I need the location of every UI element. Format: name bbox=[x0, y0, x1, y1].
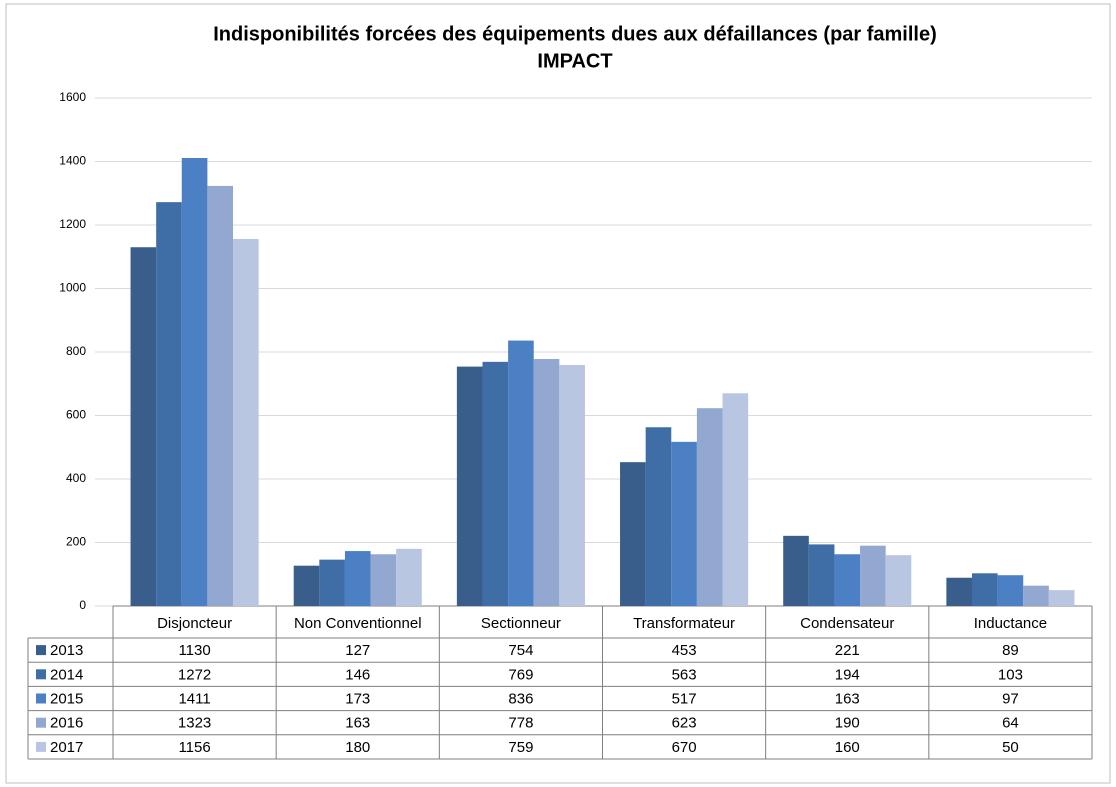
table-value: 1130 bbox=[178, 642, 210, 659]
bar bbox=[482, 361, 509, 606]
bar bbox=[620, 462, 646, 606]
y-tick-label: 400 bbox=[66, 471, 86, 485]
table-value: 221 bbox=[835, 642, 860, 659]
y-tick-label: 1400 bbox=[59, 154, 86, 168]
bar bbox=[808, 544, 835, 606]
bar bbox=[456, 366, 483, 606]
table-value: 759 bbox=[508, 739, 533, 756]
table-value: 1272 bbox=[178, 666, 211, 683]
y-tick-label: 1000 bbox=[59, 281, 86, 295]
table-value: 163 bbox=[345, 715, 370, 732]
legend-label: 2014 bbox=[50, 666, 83, 683]
table-value: 64 bbox=[1002, 715, 1019, 732]
bar bbox=[997, 575, 1024, 606]
table-value: 1156 bbox=[178, 739, 210, 756]
y-tick-label: 0 bbox=[79, 598, 86, 612]
table-value: 103 bbox=[998, 666, 1023, 683]
bar bbox=[696, 408, 723, 606]
x-tick-label: Non Conventionnel bbox=[294, 615, 422, 632]
bar bbox=[207, 185, 234, 606]
bar bbox=[834, 554, 861, 606]
table-value: 836 bbox=[508, 690, 533, 707]
table-value: 623 bbox=[672, 715, 697, 732]
y-tick-label: 800 bbox=[66, 344, 86, 358]
bar bbox=[508, 340, 534, 606]
table-value: 563 bbox=[672, 666, 697, 683]
legend-swatch bbox=[36, 669, 46, 680]
table-value: 180 bbox=[345, 739, 370, 756]
table-value: 1411 bbox=[178, 690, 210, 707]
bar bbox=[1048, 590, 1075, 606]
bar bbox=[344, 551, 371, 606]
x-tick-label: Sectionneur bbox=[481, 615, 561, 632]
x-tick-label: Inductance bbox=[974, 615, 1047, 632]
table-value: 453 bbox=[672, 642, 697, 659]
table-value: 769 bbox=[508, 666, 533, 683]
legend-label: 2017 bbox=[50, 739, 83, 756]
legend-swatch bbox=[36, 645, 46, 656]
bar bbox=[533, 358, 560, 606]
table-value: 194 bbox=[835, 666, 860, 683]
bar bbox=[946, 577, 972, 606]
bar bbox=[293, 565, 320, 606]
table-value: 754 bbox=[508, 642, 533, 659]
bar bbox=[233, 238, 259, 606]
bar bbox=[1023, 585, 1049, 606]
bar bbox=[783, 535, 809, 606]
table-value: 160 bbox=[835, 739, 860, 756]
bar bbox=[671, 441, 697, 606]
table-value: 97 bbox=[1002, 690, 1019, 707]
table-value: 127 bbox=[345, 642, 370, 659]
table-value: 190 bbox=[835, 715, 860, 732]
y-tick-label: 600 bbox=[66, 408, 86, 422]
bar bbox=[860, 545, 886, 606]
chart-title: Indisponibilités forcées des équipements… bbox=[213, 23, 937, 45]
chart-subtitle: IMPACT bbox=[537, 50, 612, 72]
table-value: 1323 bbox=[178, 715, 211, 732]
legend-swatch bbox=[36, 717, 46, 728]
bar bbox=[370, 554, 397, 606]
y-tick-label: 1200 bbox=[59, 217, 86, 231]
x-tick-label: Transformateur bbox=[633, 615, 735, 632]
x-tick-label: Condensateur bbox=[800, 615, 894, 632]
table-value: 670 bbox=[672, 739, 697, 756]
table-value: 173 bbox=[345, 690, 370, 707]
bar bbox=[971, 573, 998, 606]
x-tick-label: Disjoncteur bbox=[157, 615, 232, 632]
bar bbox=[722, 393, 749, 606]
legend-swatch bbox=[36, 741, 46, 752]
table-value: 146 bbox=[345, 666, 370, 683]
bar bbox=[181, 158, 208, 606]
legend-label: 2015 bbox=[50, 690, 83, 707]
bar bbox=[885, 555, 912, 606]
bar bbox=[319, 559, 345, 606]
legend-label: 2013 bbox=[50, 642, 83, 659]
bar bbox=[645, 427, 672, 606]
y-tick-label: 1600 bbox=[59, 90, 86, 104]
legend-label: 2016 bbox=[50, 715, 83, 732]
bar bbox=[156, 202, 182, 606]
bar bbox=[130, 247, 157, 606]
table-value: 778 bbox=[508, 715, 533, 732]
table-value: 163 bbox=[835, 690, 860, 707]
table-value: 50 bbox=[1002, 739, 1019, 756]
legend-swatch bbox=[36, 693, 46, 704]
bar bbox=[396, 548, 422, 606]
bar bbox=[559, 365, 585, 606]
y-tick-label: 200 bbox=[66, 535, 86, 549]
table-value: 89 bbox=[1002, 642, 1019, 659]
table-value: 517 bbox=[672, 690, 697, 707]
